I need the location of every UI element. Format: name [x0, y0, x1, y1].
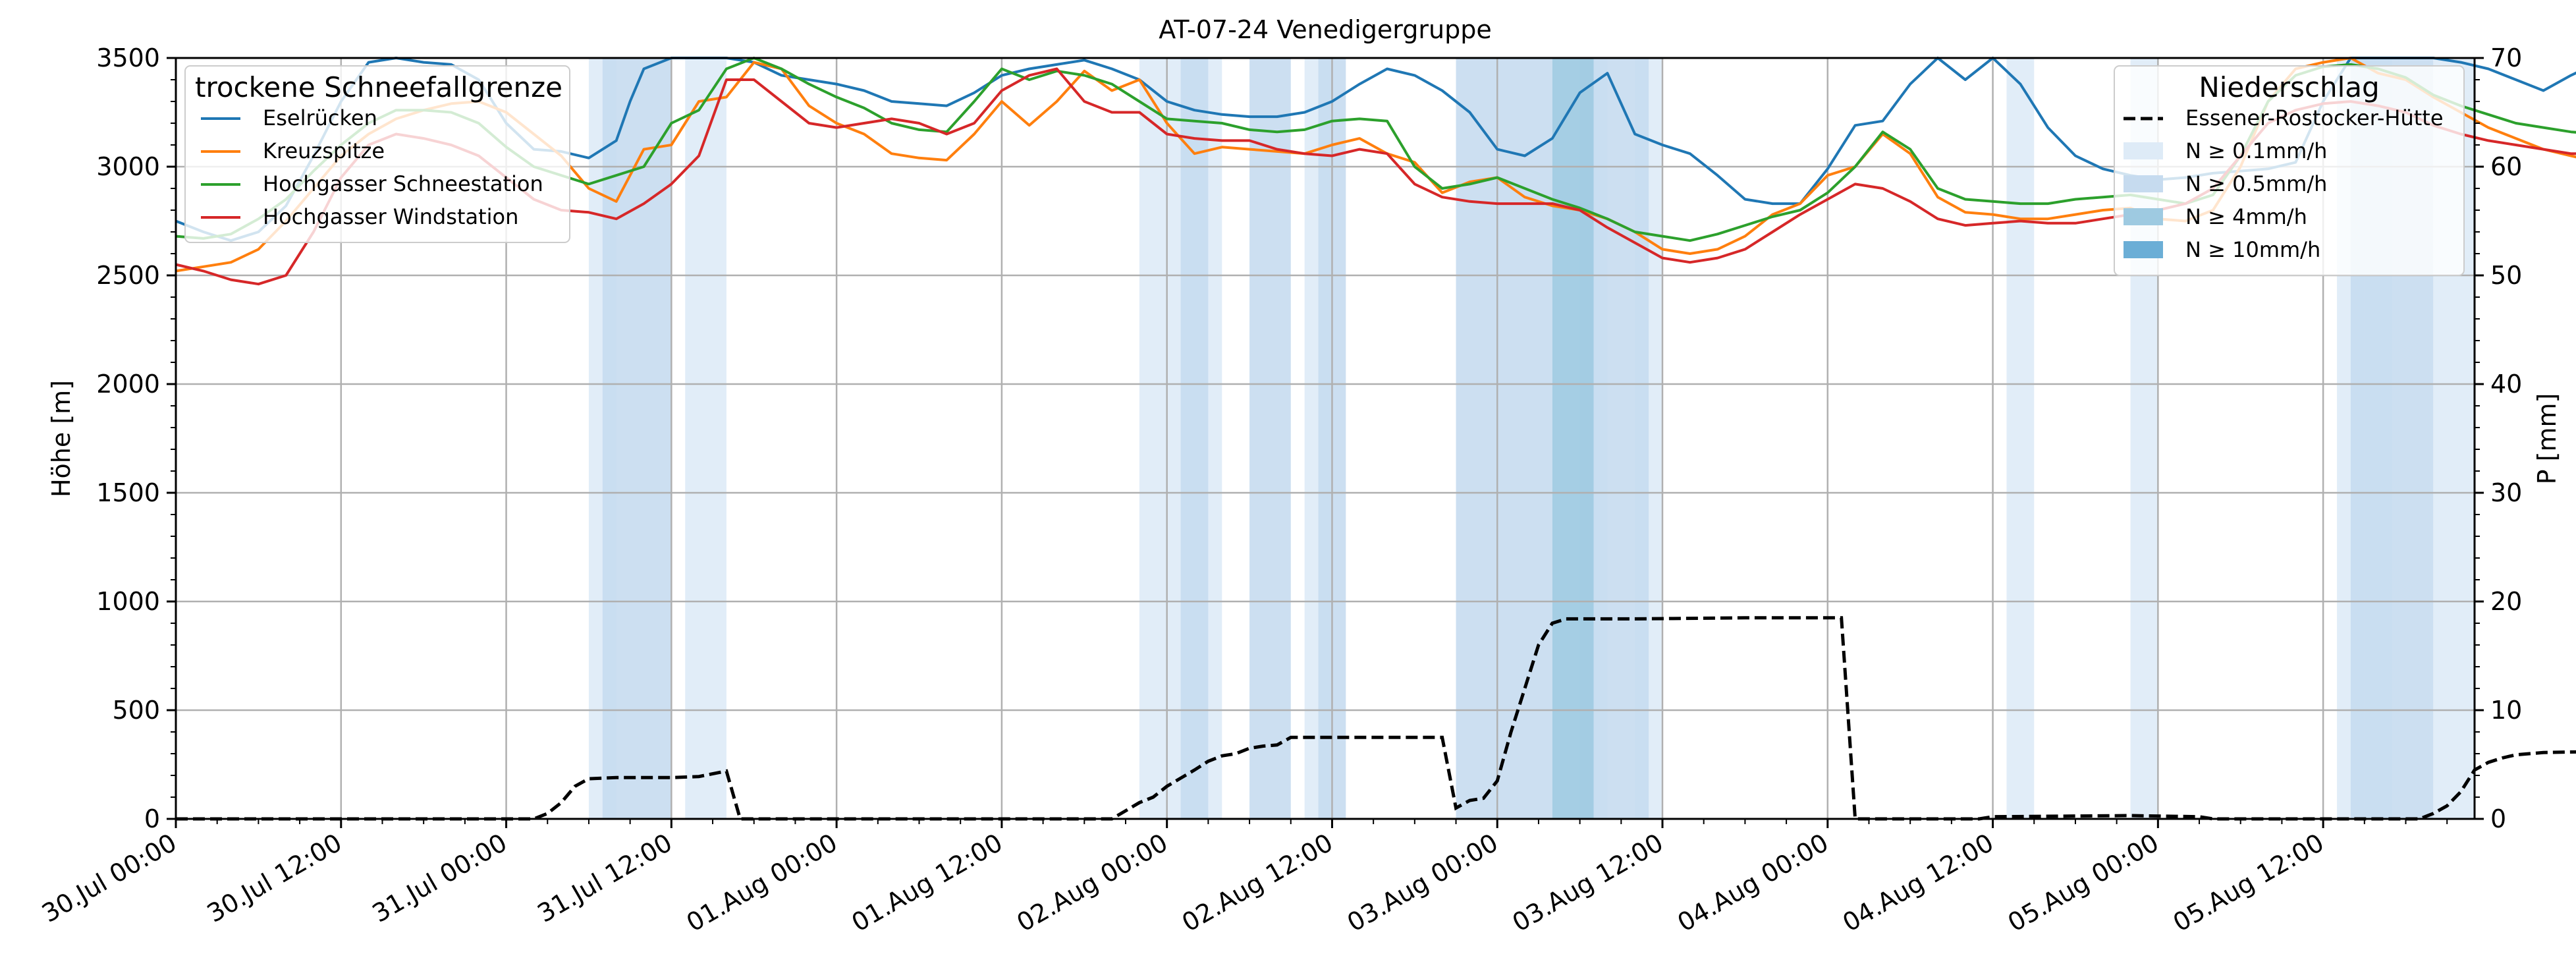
precip-band-0-8 — [2006, 58, 2035, 819]
y-tick-label: 500 — [112, 696, 160, 725]
x-tick-label: 01.Aug 00:00 — [682, 828, 842, 937]
series-line-1 — [175, 57, 2576, 273]
y2-axis-title: P [mm] — [2533, 393, 2562, 485]
precip-band-1-5 — [1497, 58, 1552, 819]
precip-band-2-0 — [1552, 58, 1594, 819]
y2-tick-label: 20 — [2490, 587, 2522, 616]
x-tick-label: 04.Aug 00:00 — [1672, 828, 1833, 937]
y-tick-label: 3500 — [96, 43, 160, 72]
legend-left-entry: Hochgasser Windstation — [263, 204, 518, 229]
precip-band-1-4 — [1456, 58, 1498, 819]
legend-right-frame — [2114, 65, 2465, 276]
y2-tick-label: 50 — [2490, 261, 2522, 290]
y-tick-label: 2500 — [96, 261, 160, 290]
legend-right-swatch — [2124, 142, 2163, 159]
y-tick-label: 1500 — [96, 478, 160, 507]
legend-right-entry: N ≥ 0.1mm/h — [2185, 138, 2327, 163]
y-tick-label: 0 — [144, 804, 160, 833]
y-axis-title: Höhe [m] — [47, 380, 76, 497]
precip-band-1-1 — [1180, 58, 1209, 819]
precip-line-layer — [176, 616, 2576, 821]
x-tick-label: 30.Jul 12:00 — [202, 828, 346, 928]
legend-right-entry: N ≥ 0.5mm/h — [2185, 171, 2327, 196]
precip-band-0-1 — [685, 58, 726, 819]
y2-tick-label: 30 — [2490, 478, 2522, 507]
legend-right-swatch — [2124, 241, 2163, 258]
x-tick-label: 31.Jul 00:00 — [368, 828, 512, 928]
x-tick-label: 03.Aug 12:00 — [1508, 828, 1668, 937]
precip-line — [176, 616, 2576, 821]
legend-left-entry: Hochgasser Schneestation — [263, 171, 543, 196]
legend-left-frame — [184, 65, 570, 243]
x-tick-label: 03.Aug 00:00 — [1342, 828, 1503, 937]
y-tick-label: 1000 — [96, 587, 160, 616]
legend-right-entry: N ≥ 10mm/h — [2185, 237, 2320, 262]
x-tick-label: 04.Aug 12:00 — [1838, 828, 1998, 937]
legend-left-entry: Eselrücken — [263, 105, 377, 130]
legend-right-swatch — [2124, 208, 2163, 225]
x-tick-label: 02.Aug 00:00 — [1012, 828, 1172, 937]
y2-tick-label: 0 — [2490, 804, 2506, 833]
y-tick-label: 3000 — [96, 152, 160, 181]
x-tick-label: 31.Jul 12:00 — [532, 828, 676, 928]
legend-left-entry: Kreuzspitze — [263, 138, 385, 163]
chart-title: AT-07-24 Venedigergruppe — [1159, 15, 1491, 44]
x-tick-label: 05.Aug 12:00 — [2168, 828, 2329, 937]
x-tick-label: 02.Aug 12:00 — [1177, 828, 1338, 937]
y2-tick-label: 10 — [2490, 696, 2522, 725]
series-line-3 — [175, 67, 2576, 286]
y2-tick-label: 40 — [2490, 370, 2522, 399]
precip-band-1-2 — [1249, 58, 1291, 819]
y-tick-label: 2000 — [96, 370, 160, 399]
precip-band-1-0 — [602, 58, 672, 819]
legend-right-title: Niederschlag — [2199, 71, 2379, 103]
y2-tick-label: 70 — [2490, 43, 2522, 72]
legend-right-entry: Essener-Rostocker-Hütte — [2185, 105, 2444, 130]
legend-right-entry: N ≥ 4mm/h — [2185, 204, 2307, 229]
legend-right-swatch — [2124, 175, 2163, 192]
precip-band-0-2 — [1139, 58, 1181, 819]
legend-left-title: trockene Schneefallgrenze — [195, 71, 562, 103]
y2-tick-label: 60 — [2490, 152, 2522, 181]
plot-frame — [175, 57, 2476, 820]
series-line-2 — [175, 57, 2576, 242]
x-tick-label: 01.Aug 12:00 — [846, 828, 1007, 937]
x-tick-label: 05.Aug 00:00 — [2003, 828, 2164, 937]
x-tick-label: 30.Jul 00:00 — [37, 828, 181, 928]
